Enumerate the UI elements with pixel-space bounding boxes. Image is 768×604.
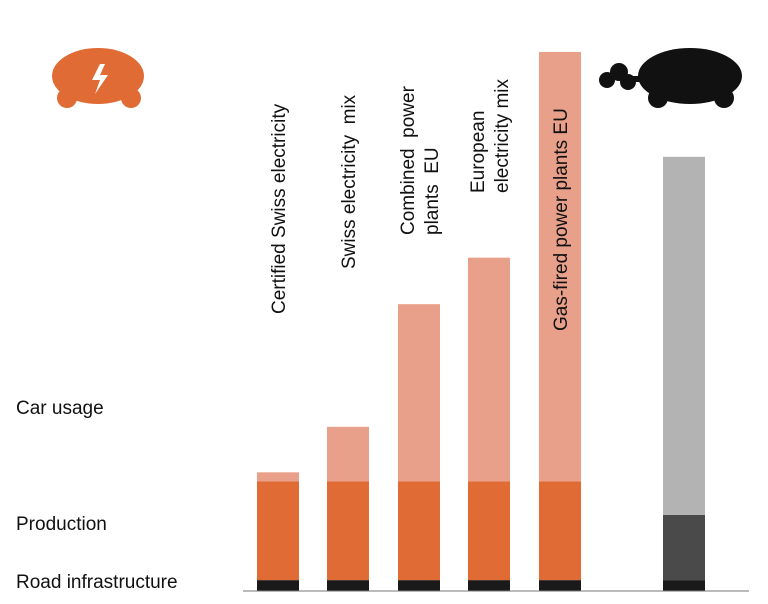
electric-car-wheel <box>121 88 141 108</box>
lightning-bolt-icon <box>92 64 108 94</box>
category-label: Gas-fired power plants EU <box>551 108 572 331</box>
combustion-car-icon <box>599 48 742 108</box>
bar-segment-usage <box>398 304 440 482</box>
bar-segment-road <box>468 580 510 591</box>
bar-segment-usage <box>663 156 705 515</box>
bar-segment-production <box>398 481 440 581</box>
electric-car-wheel <box>57 88 77 108</box>
row-label-car-usage: Car usage <box>16 398 104 419</box>
bar-segment-production <box>663 514 705 581</box>
category-labels-layer: Certified Swiss electricity Swiss electri… <box>269 78 572 331</box>
bar-segment-usage <box>468 257 510 482</box>
combustion-car-wheel <box>648 88 668 108</box>
bar-segment-production <box>539 481 581 581</box>
bar-segment-usage <box>257 472 299 482</box>
bar-segment-production <box>468 481 510 581</box>
bar-segment-production <box>257 481 299 581</box>
bar-segment-road <box>257 580 299 591</box>
exhaust-pipe <box>630 76 642 82</box>
bar-segment-road <box>663 580 705 591</box>
category-label: European <box>468 111 489 193</box>
bar-segment-usage <box>327 426 369 482</box>
combustion-car-wheel <box>714 88 734 108</box>
category-label: Swiss electricity mix <box>339 94 360 269</box>
category-label: Certified Swiss electricity <box>269 103 290 314</box>
bar-segment-road <box>539 580 581 591</box>
bar-segment-road <box>327 580 369 591</box>
bar-segment-road <box>398 580 440 591</box>
bar-segment-usage <box>539 51 581 482</box>
bars-layer <box>257 51 705 591</box>
category-label: electricity mix <box>492 78 513 193</box>
category-label: Combined power <box>398 85 419 235</box>
bar-segment-production <box>327 481 369 581</box>
electric-car-icon <box>52 48 144 108</box>
row-label-production: Production <box>16 514 107 535</box>
category-label: plants EU <box>422 147 443 235</box>
row-label-road-infrastructure: Road infrastructure <box>16 572 178 593</box>
